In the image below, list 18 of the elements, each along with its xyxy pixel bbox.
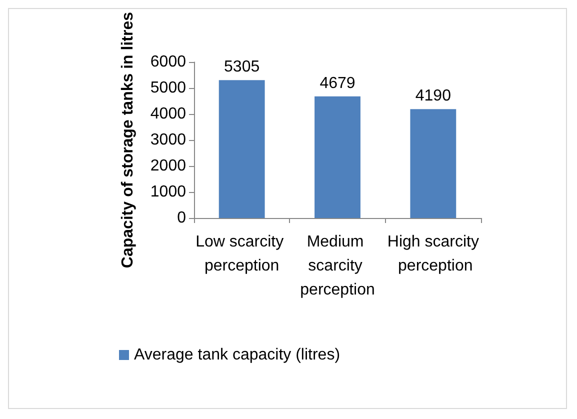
y-tick-label: 6000 [150, 54, 186, 71]
y-tick-label: 4000 [150, 106, 186, 123]
y-tick-label: 1000 [150, 184, 186, 201]
bar [410, 109, 456, 218]
bar [314, 96, 360, 218]
x-tick-label: Low scarcity perception [196, 234, 288, 274]
x-tick-label: Medium scarcity perception [300, 234, 375, 298]
data-label: 5305 [224, 58, 260, 76]
bar [218, 80, 265, 218]
y-axis-title: Capacity of storage tanks in litres [120, 12, 136, 268]
y-tick-label: 0 [177, 210, 186, 226]
data-label: 4679 [320, 74, 356, 92]
x-tick-label: High scarcity perception [387, 234, 479, 274]
y-tick-label: 5000 [150, 80, 186, 97]
data-label: 4190 [415, 88, 452, 105]
y-tick-label: 2000 [150, 158, 186, 175]
legend-label: Average tank capacity (litres) [134, 346, 340, 364]
y-tick-label: 3000 [150, 132, 186, 149]
